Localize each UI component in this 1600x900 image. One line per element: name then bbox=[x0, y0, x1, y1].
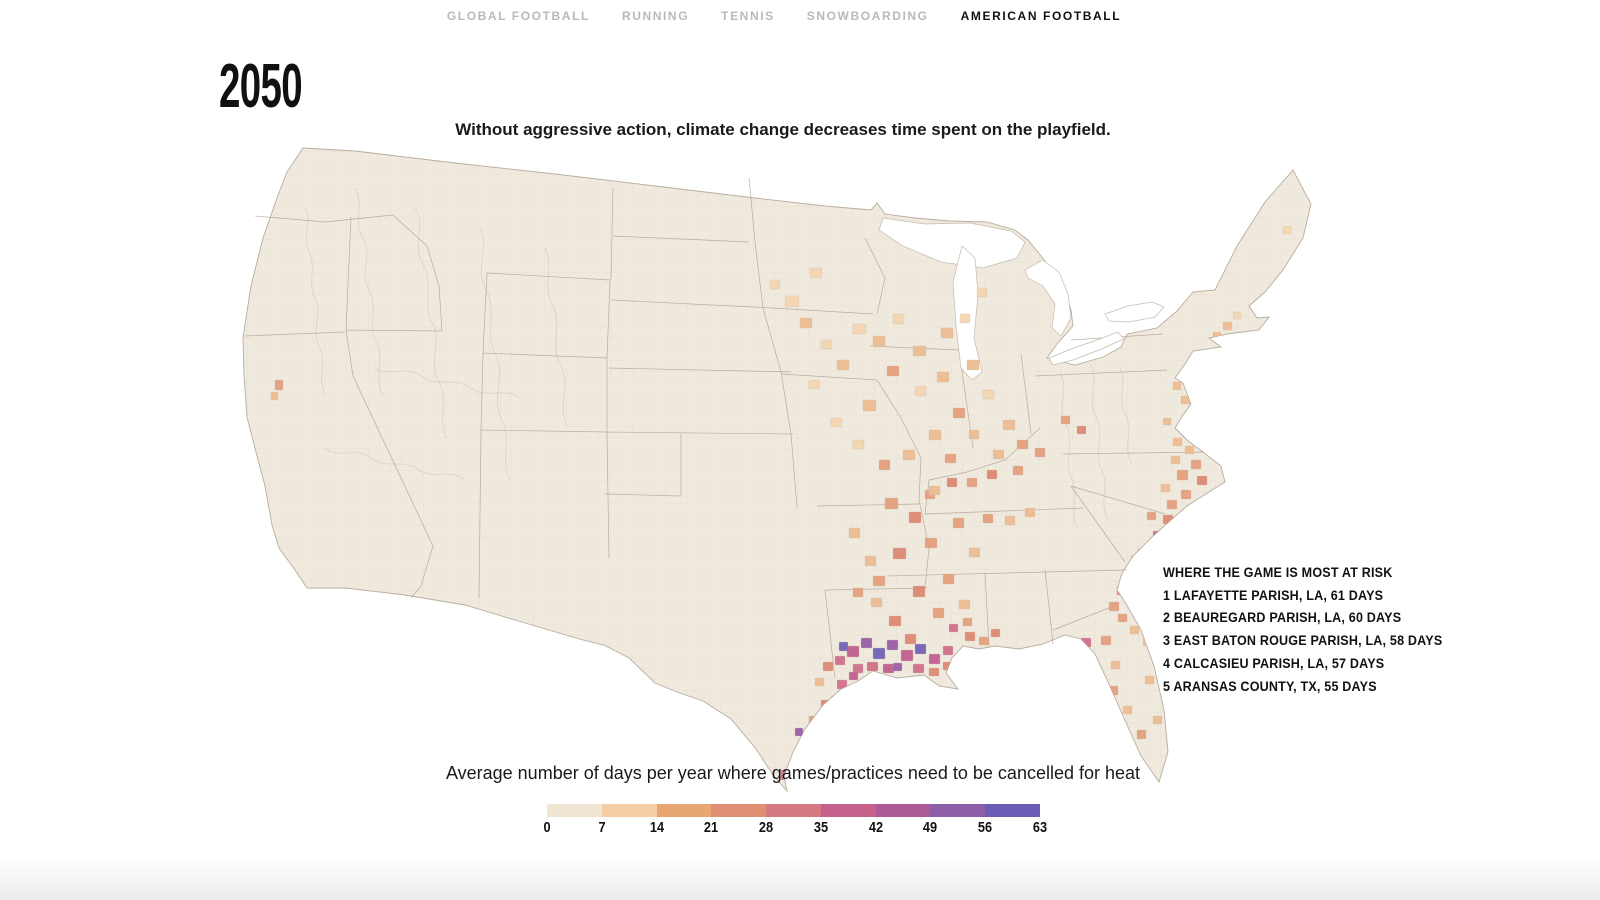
legend-tick: 49 bbox=[923, 819, 938, 836]
map-subtitle: Without aggressive action, climate chang… bbox=[455, 120, 1111, 139]
risk-ranking-list: WHERE THE GAME IS MOST AT RISK 1 LAFAYET… bbox=[1163, 562, 1442, 698]
risk-list-item: 5 ARANSAS COUNTY, TX, 55 DAYS bbox=[1163, 678, 1377, 694]
us-landmass bbox=[242, 147, 1312, 793]
us-map-svg bbox=[242, 147, 1312, 793]
bottom-fade-strip bbox=[0, 858, 1600, 900]
legend-swatch bbox=[875, 804, 931, 817]
legend-swatch bbox=[985, 804, 1041, 817]
lake-michigan bbox=[952, 245, 983, 381]
lake-ontario bbox=[1104, 301, 1165, 323]
tab-american-football[interactable]: AMERICAN FOOTBALL bbox=[960, 9, 1122, 23]
tab-tennis[interactable]: TENNIS bbox=[721, 9, 775, 23]
lake-erie bbox=[1048, 331, 1125, 366]
state-borders bbox=[244, 177, 1204, 679]
legend-tick: 7 bbox=[598, 819, 606, 836]
risk-list-title: WHERE THE GAME IS MOST AT RISK bbox=[1163, 565, 1393, 580]
risk-list-item: 2 BEAUREGARD PARISH, LA, 60 DAYS bbox=[1163, 610, 1402, 626]
legend-swatch bbox=[601, 804, 657, 817]
legend-swatch bbox=[766, 804, 821, 817]
legend-swatch bbox=[656, 804, 712, 817]
year-headline: 2050 bbox=[219, 52, 303, 121]
us-choropleth-map bbox=[225, 118, 1325, 808]
terrain-relief-texture bbox=[304, 187, 1133, 530]
lake-huron bbox=[1024, 259, 1072, 337]
legend-tick: 28 bbox=[759, 819, 774, 836]
risk-list-item: 1 LAFAYETTE PARISH, LA, 61 DAYS bbox=[1163, 587, 1384, 603]
legend-swatch bbox=[820, 804, 876, 817]
legend-title: Average number of days per year where ga… bbox=[445, 763, 1141, 783]
legend-tick: 0 bbox=[543, 819, 551, 836]
legend-color-scale bbox=[547, 804, 1041, 817]
tab-global-football[interactable]: GLOBAL FOOTBALL bbox=[446, 9, 590, 23]
legend-swatch bbox=[547, 804, 602, 817]
great-lakes bbox=[878, 217, 1165, 381]
lake-superior bbox=[878, 217, 1026, 269]
legend-tick: 63 bbox=[1032, 819, 1048, 836]
risk-list-item: 3 EAST BATON ROUGE PARISH, LA, 58 DAYS bbox=[1163, 633, 1443, 649]
legend-swatch bbox=[711, 804, 767, 817]
legend-tick-labels: 0 7 14 21 28 35 42 49 56 63 bbox=[543, 819, 1047, 839]
risk-list-item: 4 CALCASIEU PARISH, LA, 57 DAYS bbox=[1163, 655, 1385, 671]
legend-tick: 42 bbox=[868, 819, 883, 836]
legend-tick: 14 bbox=[649, 819, 664, 836]
legend-tick: 35 bbox=[813, 819, 828, 836]
legend-tick: 21 bbox=[704, 819, 719, 836]
legend-tick: 56 bbox=[978, 819, 993, 836]
sport-tab-bar: GLOBAL FOOTBALL RUNNING TENNIS SNOWBOARD… bbox=[0, 0, 1584, 34]
tab-running[interactable]: RUNNING bbox=[621, 9, 690, 23]
legend-swatch bbox=[930, 804, 986, 817]
county-heat-patches bbox=[270, 225, 1292, 781]
tab-snowboarding[interactable]: SNOWBOARDING bbox=[806, 9, 929, 23]
